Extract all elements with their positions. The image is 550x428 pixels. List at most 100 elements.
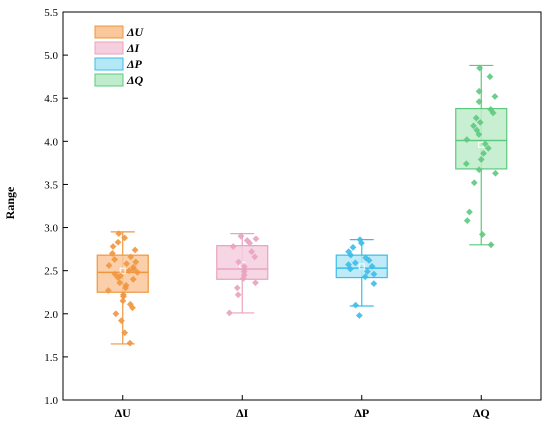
box-group bbox=[216, 232, 269, 317]
legend-label: ΔI bbox=[126, 41, 141, 55]
data-point bbox=[475, 98, 483, 106]
data-point bbox=[480, 150, 487, 157]
data-point bbox=[105, 262, 113, 269]
data-point bbox=[363, 268, 371, 275]
data-point bbox=[487, 106, 495, 113]
y-tick-label: 4.0 bbox=[44, 136, 58, 148]
legend-swatch bbox=[94, 57, 124, 71]
box-group bbox=[335, 236, 388, 319]
data-point bbox=[491, 93, 499, 100]
data-point bbox=[109, 243, 117, 250]
data-point bbox=[462, 160, 470, 168]
y-tick-label: 5.0 bbox=[44, 50, 58, 62]
data-point bbox=[116, 279, 124, 287]
data-point bbox=[240, 271, 248, 279]
data-point bbox=[489, 109, 497, 117]
data-point bbox=[352, 301, 360, 309]
x-tick-label: ΔP bbox=[354, 406, 369, 420]
legend-swatch bbox=[94, 25, 124, 39]
box-group bbox=[96, 230, 149, 347]
box-group bbox=[455, 64, 508, 249]
x-axis-ticks: ΔU ΔI ΔP ΔQ bbox=[115, 395, 490, 420]
mean-marker bbox=[119, 267, 126, 274]
y-tick-label: 3.5 bbox=[44, 179, 58, 191]
data-point bbox=[362, 254, 370, 262]
data-point bbox=[252, 235, 260, 243]
data-point bbox=[127, 253, 135, 261]
data-point bbox=[492, 169, 499, 177]
data-point bbox=[111, 270, 119, 278]
y-tick-label: 1.0 bbox=[44, 395, 58, 407]
data-point bbox=[121, 329, 129, 337]
data-point bbox=[470, 179, 478, 187]
data-point bbox=[487, 241, 495, 249]
data-point bbox=[111, 256, 118, 263]
data-point bbox=[355, 312, 363, 319]
data-point bbox=[361, 273, 369, 281]
data-point bbox=[122, 281, 130, 289]
data-point bbox=[463, 136, 471, 144]
data-point bbox=[484, 144, 492, 152]
data-point bbox=[345, 261, 352, 269]
data-point bbox=[481, 140, 489, 148]
data-point bbox=[114, 274, 122, 281]
data-point bbox=[356, 236, 364, 244]
data-point bbox=[351, 259, 359, 267]
data-point bbox=[126, 339, 134, 347]
data-point bbox=[477, 156, 485, 163]
x-tick-label: ΔQ bbox=[473, 406, 490, 420]
data-point bbox=[370, 270, 378, 278]
data-point bbox=[486, 73, 494, 81]
data-point bbox=[229, 243, 237, 250]
y-tick-label: 2.5 bbox=[44, 266, 58, 278]
legend-label: ΔQ bbox=[126, 73, 144, 87]
data-point bbox=[246, 239, 254, 247]
data-point bbox=[131, 246, 139, 254]
data-point bbox=[132, 258, 140, 266]
legend: ΔU ΔI ΔP ΔQ bbox=[94, 25, 145, 87]
data-point bbox=[112, 310, 120, 318]
y-tick-label: 3.0 bbox=[44, 223, 58, 235]
data-point bbox=[243, 237, 251, 244]
data-point bbox=[475, 87, 483, 95]
y-tick-label: 1.5 bbox=[44, 352, 58, 364]
data-point bbox=[117, 317, 125, 325]
data-point bbox=[248, 248, 256, 256]
data-point bbox=[479, 231, 486, 238]
data-point bbox=[235, 258, 242, 266]
legend-swatch bbox=[94, 41, 124, 55]
legend-label: ΔU bbox=[126, 25, 145, 39]
y-tick-label: 4.5 bbox=[44, 93, 58, 105]
legend-label: ΔP bbox=[126, 57, 143, 71]
data-point bbox=[237, 232, 245, 240]
data-point bbox=[358, 239, 365, 247]
data-point bbox=[133, 268, 141, 276]
data-point bbox=[129, 263, 137, 271]
iqr-box bbox=[96, 254, 149, 293]
iqr-box bbox=[335, 254, 388, 279]
data-point bbox=[117, 272, 124, 280]
data-point bbox=[251, 253, 259, 261]
legend-swatch bbox=[94, 73, 124, 87]
data-point bbox=[349, 243, 357, 251]
data-point bbox=[120, 291, 127, 299]
data-point bbox=[470, 122, 477, 130]
data-point bbox=[126, 300, 134, 308]
data-point bbox=[121, 234, 129, 242]
data-point bbox=[114, 238, 122, 246]
y-tick-label: 2.0 bbox=[44, 309, 58, 321]
data-point bbox=[475, 166, 483, 174]
data-point bbox=[466, 208, 473, 216]
data-point bbox=[233, 284, 241, 292]
data-point bbox=[226, 309, 233, 317]
data-point bbox=[104, 287, 112, 294]
x-tick-label: ΔI bbox=[236, 406, 249, 420]
data-point bbox=[129, 275, 137, 283]
data-point bbox=[472, 114, 480, 122]
data-point bbox=[476, 64, 484, 72]
data-point bbox=[108, 250, 116, 257]
mean-marker bbox=[358, 263, 365, 270]
y-axis-title: Range bbox=[3, 186, 17, 219]
y-tick-label: 5.5 bbox=[44, 7, 58, 19]
